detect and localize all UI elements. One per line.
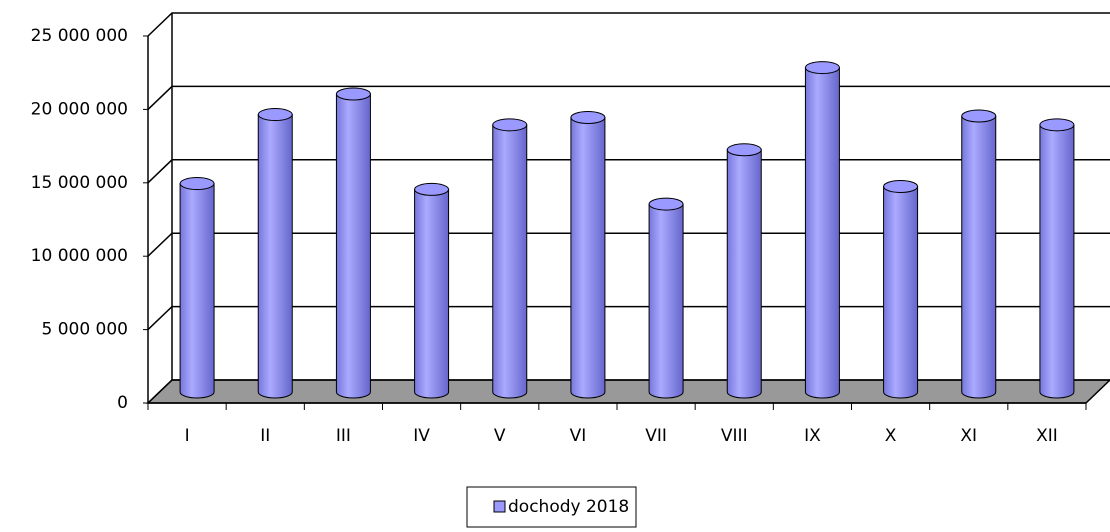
grid-line [147,232,1110,257]
y-tick-label: 15 000 000 [31,173,128,193]
bar-top [335,87,371,101]
x-tick-label: X [885,426,897,446]
bar [257,114,293,399]
bar-top [257,108,293,122]
bar [961,115,997,399]
bar [883,185,919,399]
grid-line [147,305,1110,331]
bar [570,116,606,399]
y-tick-label: 5 000 000 [41,320,128,340]
grid-line [147,379,1110,404]
x-tick-label: IV [413,426,430,446]
x-tick-label: XI [960,426,977,446]
y-tick-label: 0 [117,393,128,413]
x-tick-label: IX [804,426,821,446]
grid-line [147,12,1110,37]
bar [1039,124,1075,399]
bar-top [726,143,762,157]
bar [726,149,762,399]
bar-top [961,109,997,123]
bar-top [1039,118,1075,132]
legend-label: dochody 2018 [508,497,629,517]
bar [414,188,450,399]
x-tick-label: VII [645,426,667,446]
bar-top [570,110,606,124]
bar-top [804,61,840,75]
x-tick-label: VIII [721,426,748,446]
bar-top [414,182,450,196]
bar [804,67,840,399]
bar-top [883,179,919,193]
bar-top [492,118,528,132]
bar-top [648,197,684,211]
x-tick-label: I [185,426,190,446]
grid-line [147,85,1110,110]
x-tick-label: VI [570,426,587,446]
bar [179,183,215,399]
bar-top [179,177,215,191]
y-tick-label: 20 000 000 [31,99,128,119]
y-tick-label: 25 000 000 [31,26,128,46]
bar [335,93,371,399]
x-tick-label: III [336,426,351,446]
grid-line [147,159,1110,184]
legend-swatch [493,500,506,513]
legend-box [466,486,637,528]
x-tick-label: V [494,426,506,446]
y-tick-label: 10 000 000 [31,246,128,266]
bar [492,124,528,399]
x-tick-label: XII [1036,426,1058,446]
bar [648,203,684,399]
x-tick-label: II [260,426,270,446]
